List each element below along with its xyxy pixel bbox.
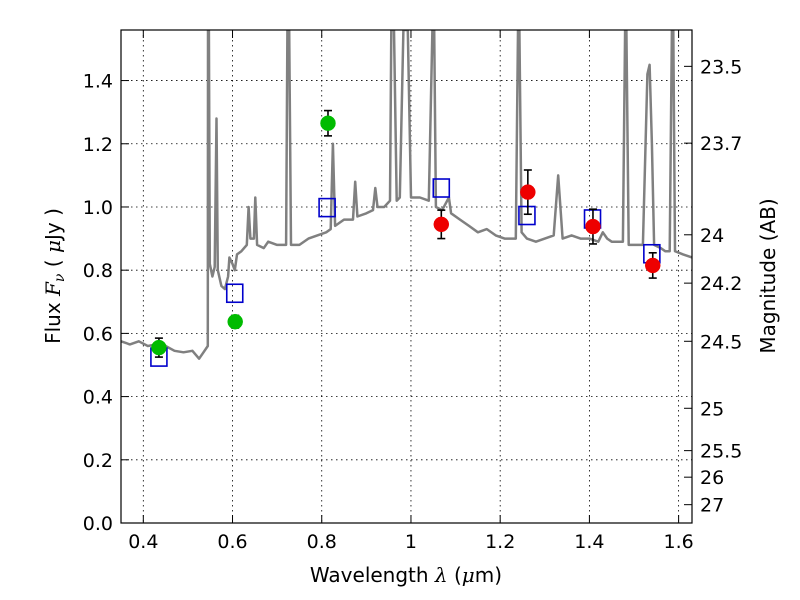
y-tick-label: 0.0 (83, 513, 113, 535)
y2-tick-label: 24.5 (700, 331, 742, 353)
y-tick-label: 0.8 (83, 260, 113, 282)
observed-point-green (227, 313, 243, 330)
y2-tick-label: 24.2 (700, 273, 742, 295)
observed-point-green (320, 115, 336, 131)
y-tick-label: 1.2 (83, 134, 113, 156)
model-spectrum-line (121, 30, 692, 360)
y-tick-label: 0.2 (83, 450, 113, 472)
y2-tick-label: 26 (700, 467, 724, 489)
observed-point-green (151, 339, 167, 356)
observed-point-red (644, 257, 661, 274)
model-photometry-square (225, 283, 244, 304)
y2-tick-label: 27 (700, 495, 724, 517)
x-tick-label: 0.6 (217, 531, 247, 553)
x-tick-label: 1 (405, 531, 417, 553)
y2-tick-label: 24 (700, 225, 724, 247)
chart-marks (121, 30, 692, 367)
y-tick-label: 0.6 (83, 323, 113, 345)
x-tick-label: 1.2 (485, 531, 515, 553)
y-tick-label: 1.0 (83, 197, 113, 219)
observed-point-red (520, 184, 536, 200)
observed-point-red (433, 216, 450, 233)
y2-axis-label: Magnitude (AB) (756, 198, 780, 353)
y2-tick-label: 23.7 (700, 133, 742, 155)
observed-point-red (585, 218, 601, 235)
y-tick-label: 0.4 (83, 387, 113, 409)
x-axis-label: Wavelength λ (μm) (310, 563, 502, 587)
x-tick-label: 1.4 (574, 531, 604, 553)
plot-area (121, 30, 692, 523)
y-axis-label: Flux Fν ( μJy ) (41, 208, 68, 344)
x-tick-label: 0.4 (128, 531, 158, 553)
y-tick-label: 1.4 (83, 71, 113, 93)
x-tick-label: 1.6 (664, 531, 694, 553)
x-tick-label: 0.8 (307, 531, 337, 553)
axis-ticks: 0.4 0.6 0.8 1 1.2 1.4 1.6 0.0 0.2 0.4 0.6 0.8 1.0 1.2… (83, 30, 742, 553)
plot-frame (120, 29, 693, 524)
y2-tick-label: 25 (700, 398, 724, 420)
model-photometry-square (318, 197, 336, 218)
model-photometry-square (432, 178, 451, 198)
y2-tick-label: 23.5 (700, 56, 742, 78)
y2-tick-label: 25.5 (700, 441, 742, 463)
model-photometry-square (518, 205, 536, 226)
